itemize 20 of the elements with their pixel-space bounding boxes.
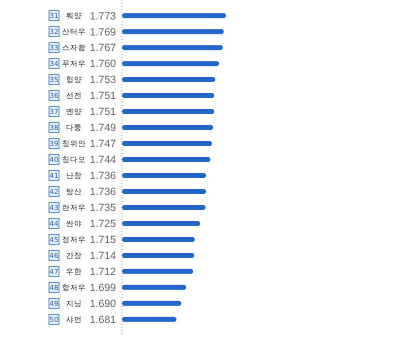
data-label: 1.769 bbox=[90, 26, 116, 38]
data-label: 1.714 bbox=[90, 250, 116, 262]
data-label: 1.699 bbox=[90, 282, 116, 294]
data-label: 1.725 bbox=[90, 218, 116, 230]
data-label: 1.747 bbox=[90, 138, 116, 150]
data-label: 1.735 bbox=[90, 202, 116, 214]
data-label: 1.681 bbox=[90, 314, 116, 326]
data-label: 1.749 bbox=[90, 122, 116, 134]
data-label: 1.751 bbox=[90, 90, 116, 102]
data-label: 1.690 bbox=[90, 298, 116, 310]
data-label: 1.736 bbox=[90, 186, 116, 198]
data-label: 1.712 bbox=[90, 266, 116, 278]
data-label: 1.753 bbox=[90, 74, 116, 86]
data-label: 1.760 bbox=[90, 58, 116, 70]
data-label: 1.715 bbox=[90, 234, 116, 246]
data-label: 1.751 bbox=[90, 106, 116, 118]
data-label: 1.773 bbox=[90, 10, 116, 22]
data-label: 1.736 bbox=[90, 170, 116, 182]
data-label: 1.744 bbox=[90, 154, 116, 166]
data-label: 1.767 bbox=[90, 42, 116, 54]
